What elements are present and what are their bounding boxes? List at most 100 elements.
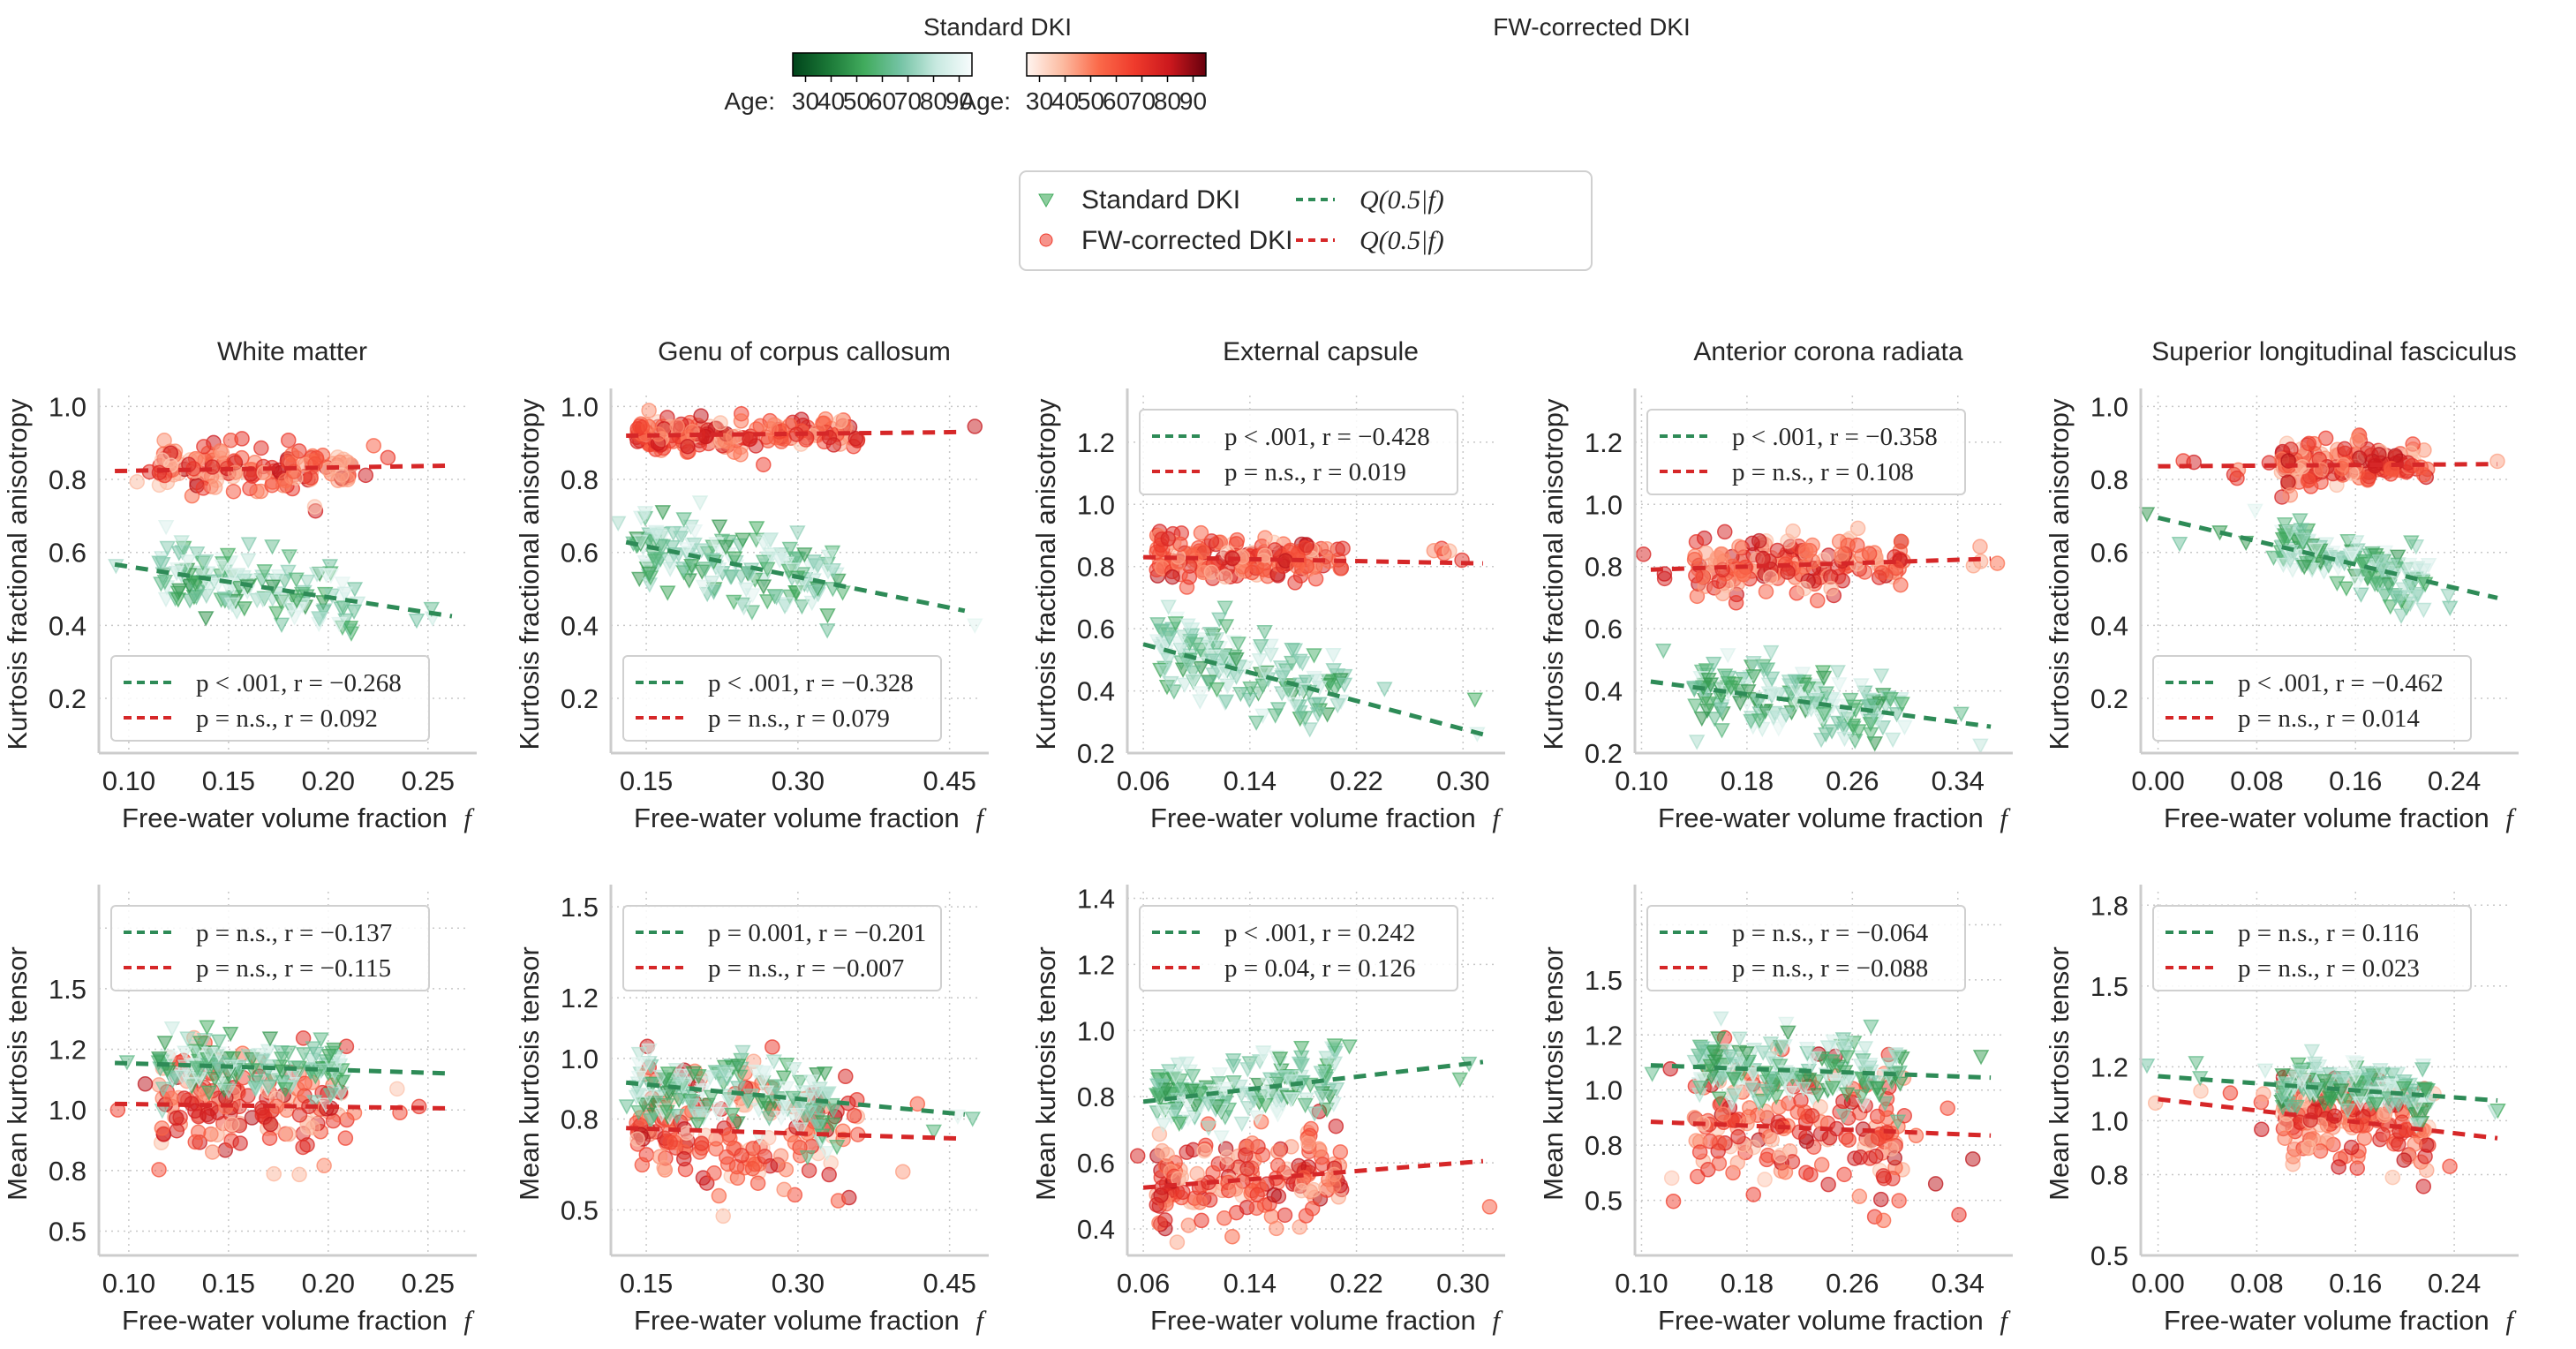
standard-dki-point xyxy=(1751,713,1768,729)
standard-dki-point xyxy=(1466,692,1483,708)
fw-dki-point xyxy=(1730,1128,1746,1145)
y-tick-label: 0.6 xyxy=(2090,538,2128,569)
panel-mkt-4: 0.5 0.8 1.0 1.2 1.5 0.10 0.18 0.26 0.34 Free-wate… xyxy=(1538,885,2013,1336)
standard-dki-point xyxy=(755,579,772,595)
fw-dki-point xyxy=(1269,1143,1286,1160)
standard-dki-point xyxy=(1688,735,1706,750)
standard-dki-point xyxy=(306,1095,323,1111)
y-tick-label: 0.8 xyxy=(1585,552,1623,583)
fw-dki-point xyxy=(744,1160,761,1177)
scatter-points xyxy=(108,431,441,642)
standard-dki-point xyxy=(789,1107,806,1124)
standard-dki-point xyxy=(2256,1063,2274,1079)
fw-dki-point xyxy=(1192,1195,1208,1210)
x-tick-label: 0.15 xyxy=(620,765,673,796)
fw-dki-point xyxy=(1149,1196,1164,1213)
standard-dki-point xyxy=(2414,1062,2431,1078)
standard-dki-point xyxy=(2356,554,2373,570)
fw-dki-point xyxy=(1203,564,1220,580)
standard-dki-point xyxy=(223,569,241,584)
fw-dki-point xyxy=(154,452,170,468)
panel-legend: p < .001, r = −0.358 p = n.s., r = 0.108 xyxy=(1646,409,1966,495)
fw-dki-point xyxy=(1442,543,1457,559)
x-tick-label: 0.00 xyxy=(2131,765,2184,796)
legend-label-q-green: Q(0.5|f) xyxy=(1360,185,1444,215)
y-tick-label: 0.4 xyxy=(1077,1214,1115,1245)
standard-dki-point xyxy=(630,1088,647,1104)
standard-dki-point xyxy=(1187,637,1204,653)
panel-legend-frame xyxy=(110,655,430,742)
standard-dki-point xyxy=(1872,668,1890,684)
fw-dki-point xyxy=(1194,1212,1209,1229)
fw-dki-point xyxy=(838,1068,854,1085)
fw-dki-point xyxy=(656,1159,672,1176)
standard-dki-point xyxy=(794,599,810,615)
x-tick-label: 0.06 xyxy=(1117,765,1170,796)
fw-dki-point xyxy=(214,445,230,461)
standard-dki-point xyxy=(254,592,272,608)
y-axis-label: Kurtosis fractional anisotropy xyxy=(2044,398,2075,750)
fw-dki-point xyxy=(2343,1139,2360,1156)
panel-kfa-5: Superior longitudinal fasciculus 0.2 0.4 0.… xyxy=(2044,337,2519,833)
standard-dki-point xyxy=(804,1089,822,1105)
standard-dki-point xyxy=(792,1122,810,1138)
fw-dki-point xyxy=(1319,541,1335,557)
fw-dki-point xyxy=(232,1135,248,1151)
x-tick-label: 0.18 xyxy=(1721,765,1774,796)
fw-dki-point xyxy=(1171,1171,1186,1187)
standard-dki-point xyxy=(2420,558,2437,574)
y-tick-label: 1.5 xyxy=(49,974,87,1005)
panel-legend-stat: p = 0.04, r = 0.126 xyxy=(1224,954,1415,983)
panel-legend: p < .001, r = −0.428 p = n.s., r = 0.019 xyxy=(1139,409,1458,495)
standard-dki-point xyxy=(690,1069,707,1085)
fw-dki-point xyxy=(729,1170,746,1187)
standard-dki-point xyxy=(768,590,785,606)
panel-legend: p = n.s., r = −0.137 p = n.s., r = −0.115 xyxy=(110,905,430,991)
standard-dki-point xyxy=(163,1021,181,1037)
standard-dki-point xyxy=(683,558,700,575)
x-axis-symbol: f xyxy=(463,1305,475,1336)
y-axis-label: Kurtosis fractional anisotropy xyxy=(2,398,33,750)
x-tick-label: 0.24 xyxy=(2428,1268,2481,1299)
standard-dki-point xyxy=(313,1032,329,1048)
standard-dki-point xyxy=(2383,559,2400,575)
standard-dki-point xyxy=(819,608,836,624)
standard-dki-point xyxy=(1687,698,1704,714)
y-tick-label: 0.8 xyxy=(1077,552,1115,583)
y-tick-label: 0.8 xyxy=(2090,464,2128,495)
standard-dki-point xyxy=(964,1112,981,1127)
fw-dki-point xyxy=(1847,1150,1863,1166)
standard-dki-point xyxy=(1972,1050,1990,1066)
y-tick-label: 0.2 xyxy=(1585,738,1623,769)
fw-dki-point xyxy=(1851,1188,1868,1204)
fw-dki-point xyxy=(316,1157,332,1174)
fw-dki-point xyxy=(778,1161,795,1178)
fw-dki-point xyxy=(1239,1161,1255,1177)
standard-dki-point xyxy=(1262,638,1279,655)
colorbar-tick-label: 40 xyxy=(817,87,845,115)
fw-dki-point xyxy=(163,1090,179,1107)
x-axis-label: Free-water volume fraction f xyxy=(1658,803,2011,833)
standard-dki-point xyxy=(739,1094,756,1110)
fw-dki-point xyxy=(815,415,831,432)
standard-dki-point xyxy=(1179,618,1196,634)
fw-dki-point xyxy=(1249,1187,1265,1203)
y-tick-label: 0.4 xyxy=(49,610,87,641)
colorbar-tick-label: 80 xyxy=(1154,87,1181,115)
y-tick-label: 0.6 xyxy=(49,538,87,569)
standard-dki-point xyxy=(1763,671,1781,687)
panel-legend: p < .001, r = 0.242 p = 0.04, r = 0.126 xyxy=(1139,905,1458,991)
standard-dki-point xyxy=(763,547,780,563)
x-tick-label: 0.34 xyxy=(1932,1268,1985,1299)
panel-legend-stat: p = n.s., r = −0.088 xyxy=(1732,954,1928,983)
y-tick-label: 0.8 xyxy=(49,1156,87,1187)
standard-dki-point xyxy=(322,1088,339,1104)
standard-dki-point xyxy=(159,540,176,557)
standard-dki-point xyxy=(1777,707,1795,724)
standard-dki-point xyxy=(223,597,241,613)
colorbar-tick-label: 30 xyxy=(1026,87,1053,115)
standard-dki-point xyxy=(665,525,682,542)
scatter-points xyxy=(1129,1038,1498,1250)
y-tick-label: 0.6 xyxy=(1585,614,1623,644)
standard-dki-point xyxy=(1836,731,1853,748)
